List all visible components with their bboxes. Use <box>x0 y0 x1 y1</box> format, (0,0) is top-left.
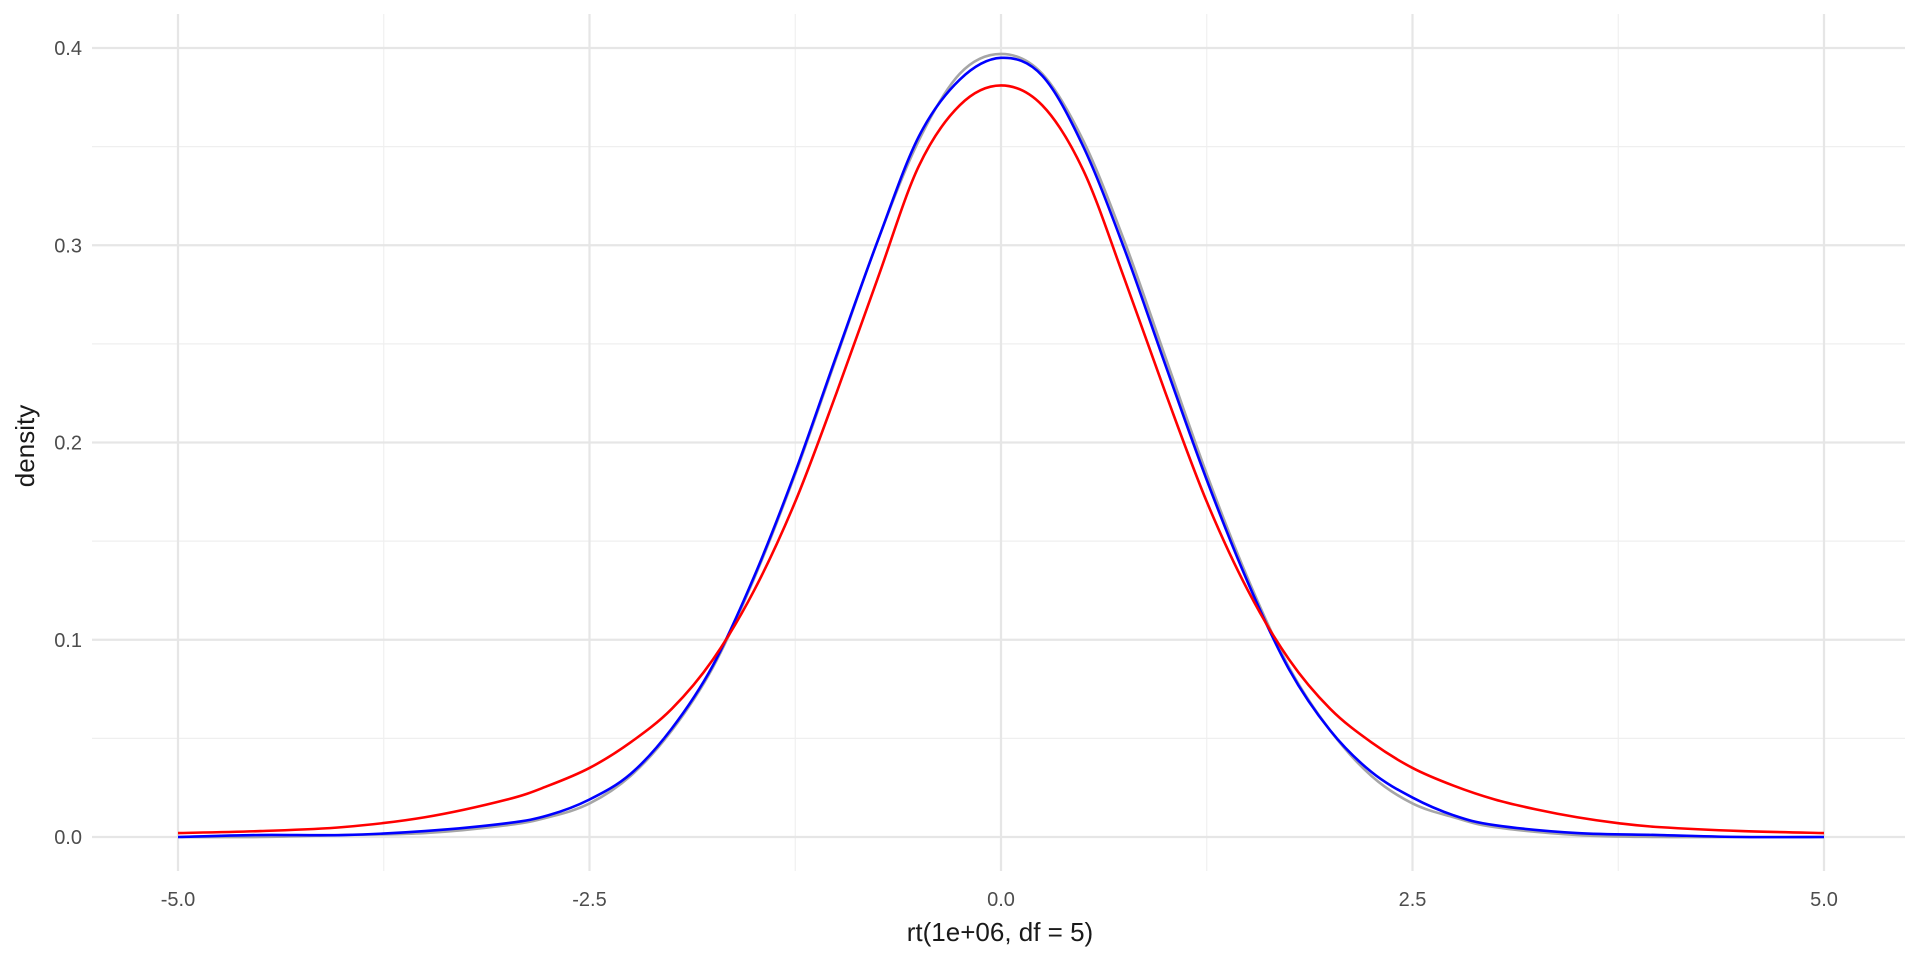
y-tick-label: 0.1 <box>54 630 82 652</box>
major-gridlines <box>92 14 1905 871</box>
density-curves <box>177 52 1825 839</box>
y-axis-tick-labels: 0.0 0.1 0.2 0.3 0.4 <box>54 38 82 849</box>
x-tick-label: 5.0 <box>1810 889 1838 911</box>
x-axis-title: rt(1e+06, df = 5) <box>907 917 1093 947</box>
minor-gridlines <box>92 14 1905 871</box>
x-tick-label: 0.0 <box>987 889 1015 911</box>
y-tick-label: 0.0 <box>54 827 82 849</box>
y-tick-label: 0.4 <box>54 38 82 60</box>
sample-density-curve-red <box>177 84 1825 835</box>
x-tick-label: 2.5 <box>1399 889 1427 911</box>
x-axis-tick-labels: -5.0 -2.5 0.0 2.5 5.0 <box>161 889 1838 911</box>
sample-density-curve-blue <box>177 56 1825 839</box>
y-tick-label: 0.2 <box>54 433 82 455</box>
x-tick-label: -2.5 <box>572 889 606 911</box>
y-axis-title: density <box>10 405 40 487</box>
reference-density-curve <box>177 52 1824 839</box>
y-tick-label: 0.3 <box>54 235 82 257</box>
x-tick-label: -5.0 <box>161 889 195 911</box>
